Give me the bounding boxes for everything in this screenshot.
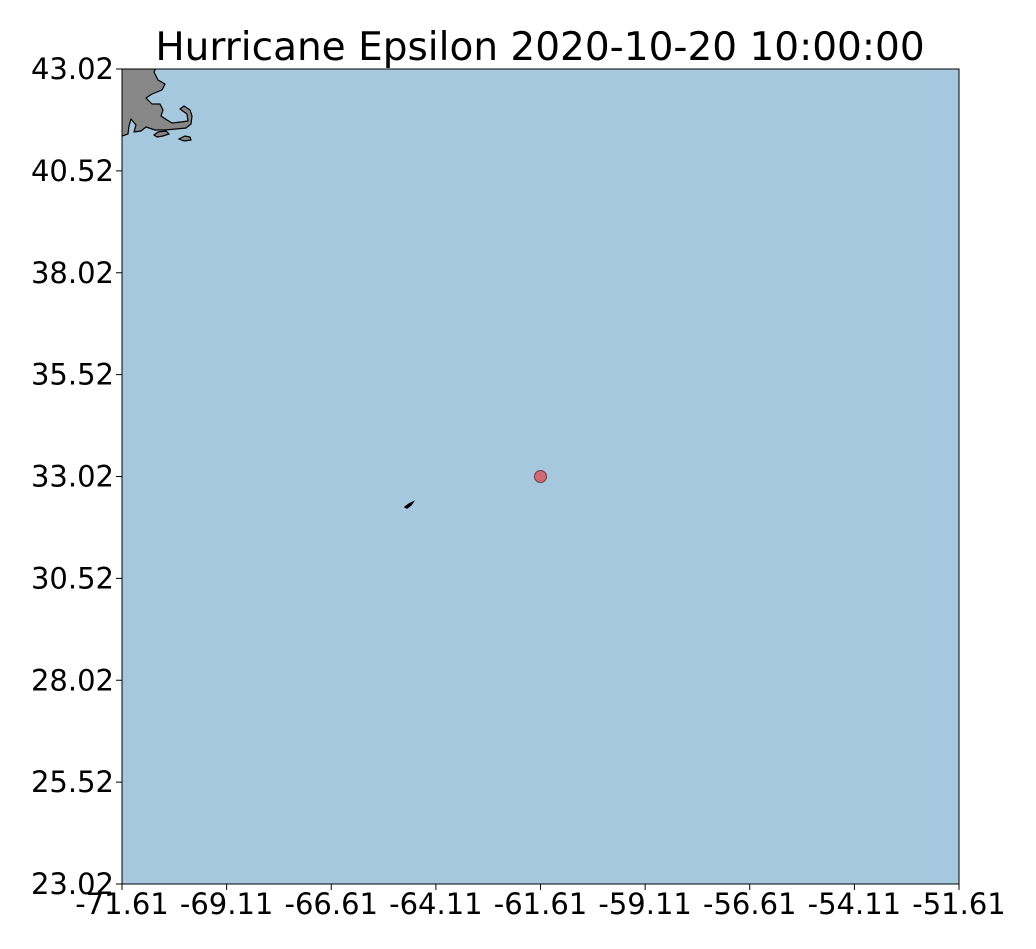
x-axis: -71.61 -69.11 -66.61 -64.11 -61.61 -59.11 -56.… bbox=[75, 884, 1006, 921]
x-tick-label: -59.11 bbox=[598, 887, 692, 921]
y-tick-label: 30.52 bbox=[31, 561, 114, 595]
x-tick-label: -61.61 bbox=[494, 887, 588, 921]
land-features bbox=[122, 69, 416, 509]
y-tick-label: 23.02 bbox=[31, 867, 114, 901]
x-tick-label: -54.11 bbox=[808, 887, 902, 921]
y-tick-label: 38.02 bbox=[31, 256, 114, 290]
nantucket-land bbox=[177, 135, 192, 142]
x-tick-label: -51.61 bbox=[912, 887, 1006, 921]
y-tick-label: 33.02 bbox=[31, 460, 114, 494]
y-tick-label: 43.02 bbox=[31, 52, 114, 86]
x-tick-label: -64.11 bbox=[389, 887, 483, 921]
storm-position-marker bbox=[534, 470, 547, 483]
x-tick-label: -66.61 bbox=[285, 887, 379, 921]
cape-cod-land bbox=[122, 69, 193, 137]
x-tick-label: -69.11 bbox=[180, 887, 274, 921]
y-tick-label: 35.52 bbox=[31, 358, 114, 392]
y-axis: 43.02 40.52 38.02 35.52 33.02 30.52 28.02 25.52… bbox=[31, 52, 122, 901]
marthas-vineyard-land bbox=[152, 130, 171, 138]
y-tick-label: 40.52 bbox=[31, 154, 114, 188]
y-tick-label: 28.02 bbox=[31, 663, 114, 697]
map-title: Hurricane Epsilon 2020-10-20 10:00:00 bbox=[155, 25, 924, 70]
x-tick-label: -56.61 bbox=[703, 887, 797, 921]
bermuda-land bbox=[403, 500, 416, 509]
x-tick-label: -71.61 bbox=[75, 887, 169, 921]
y-tick-label: 25.52 bbox=[31, 765, 114, 799]
